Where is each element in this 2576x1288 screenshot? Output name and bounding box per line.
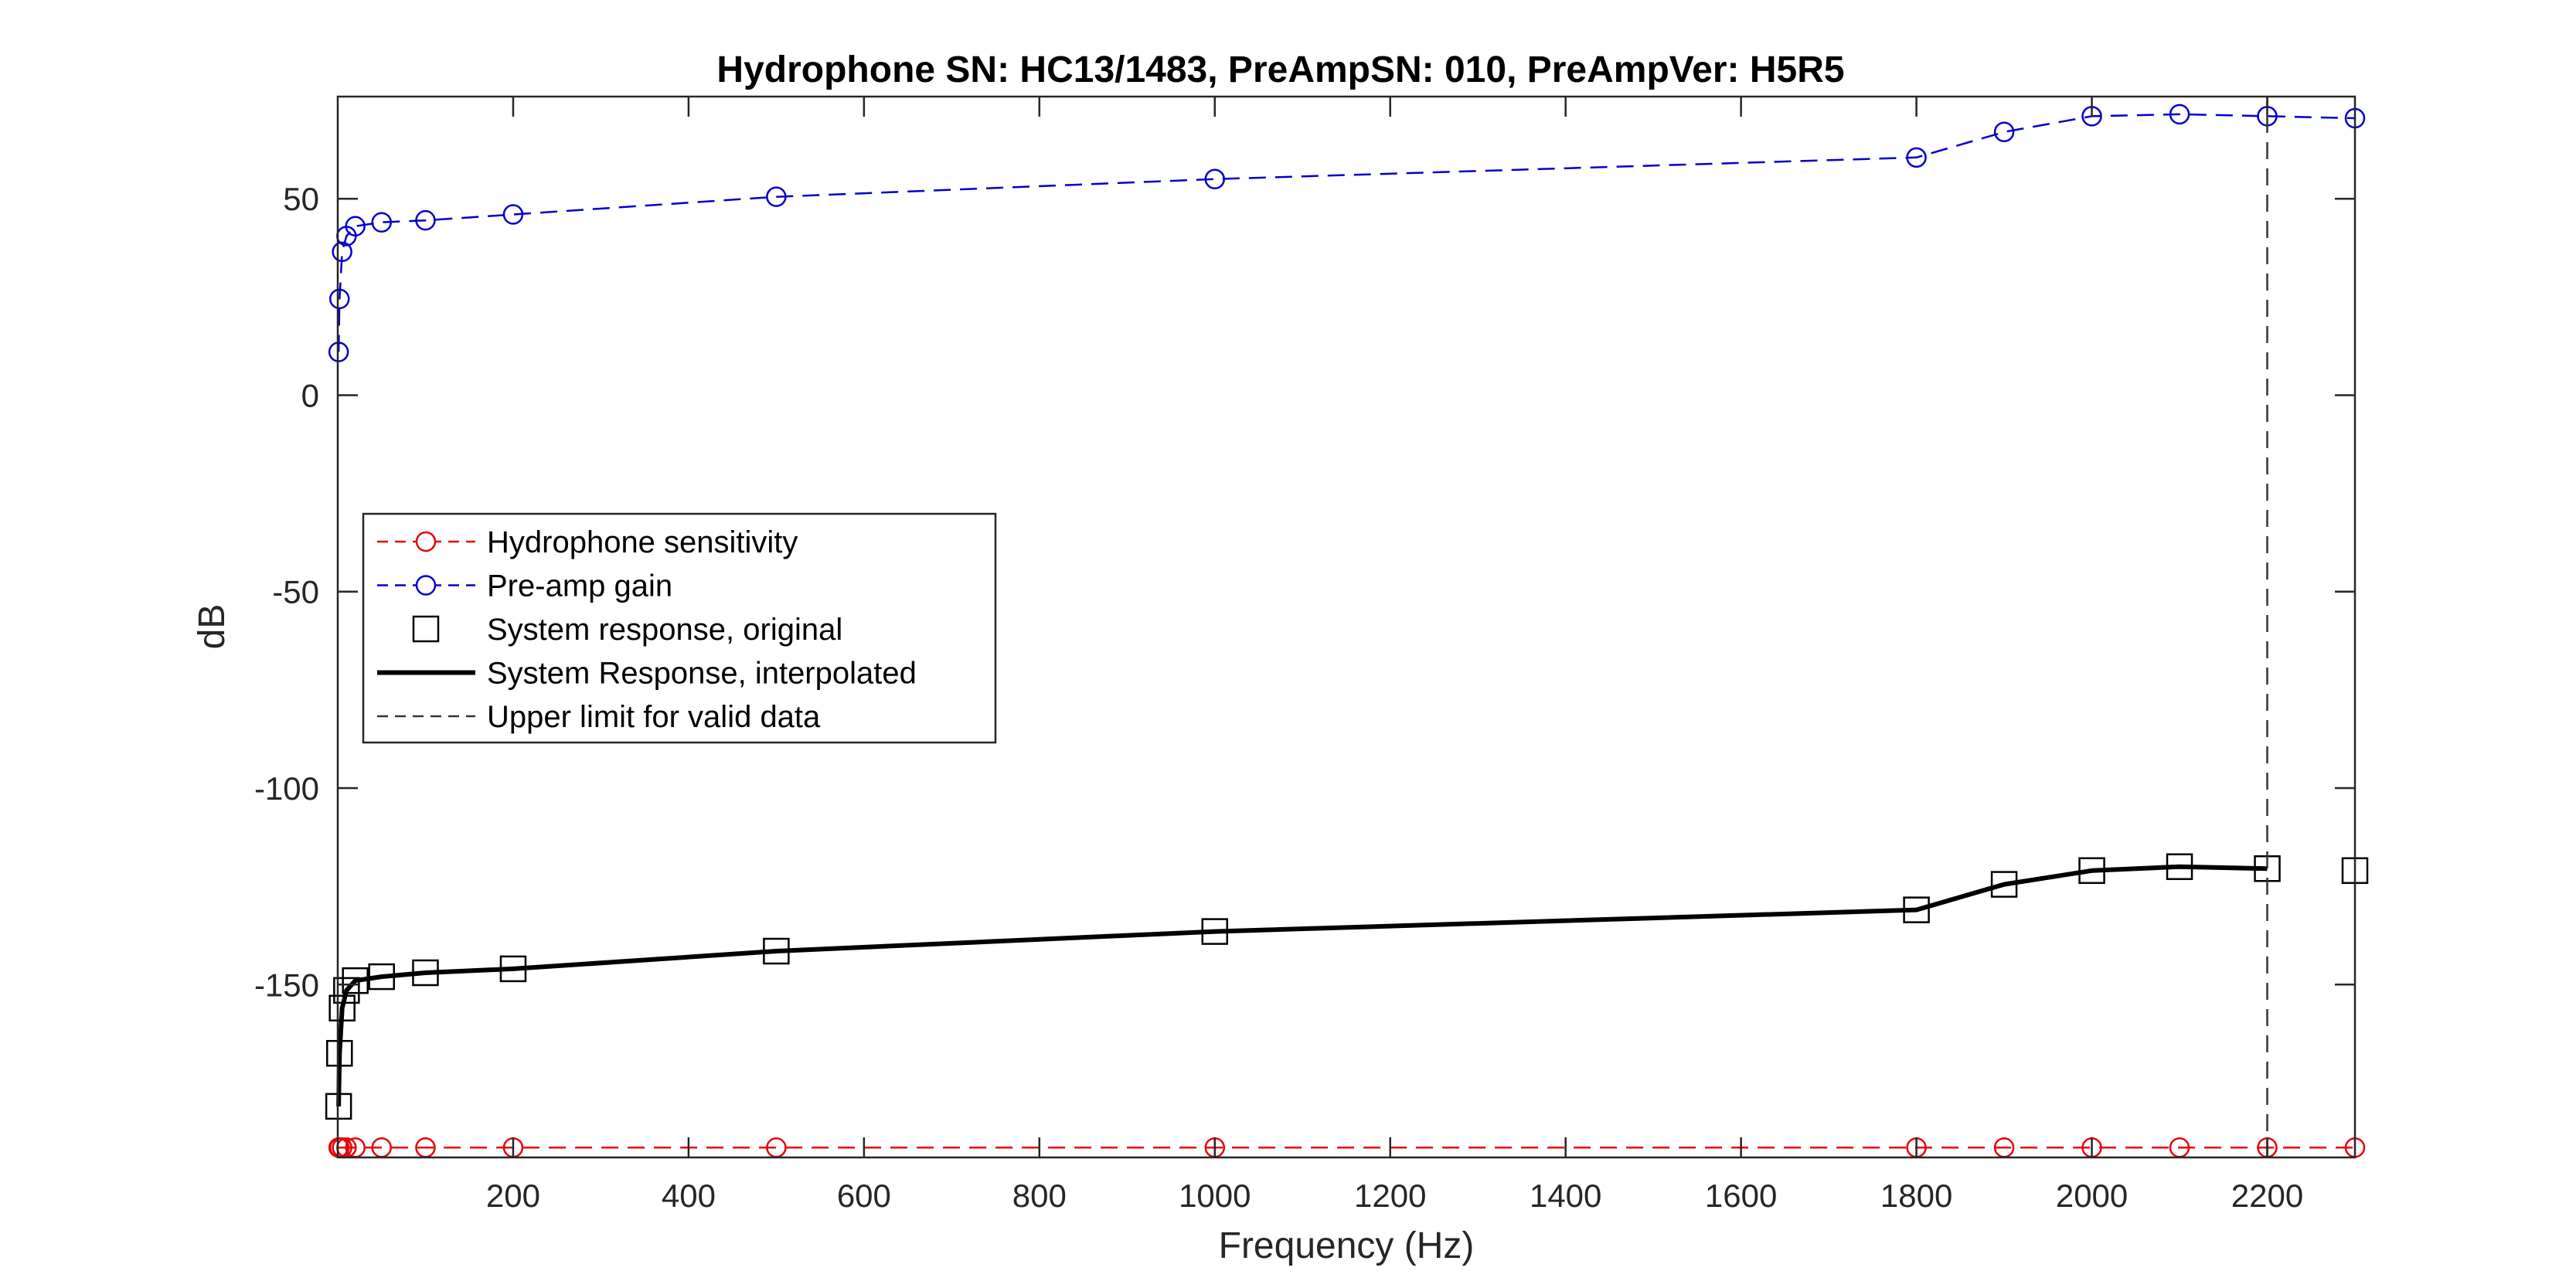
chart-title: Hydrophone SN: HC13/1483, PreAmpSN: 010,… [716,49,1844,90]
y-tick-label-4: 50 [283,181,319,217]
y-axis-label: dB [192,604,233,650]
pre-amp-gain-point-9 [1204,168,1226,190]
x-tick-label-3: 800 [1012,1178,1067,1214]
pre-amp-gain-point-11 [1993,121,2015,143]
y-tick-label-3: 0 [301,377,319,413]
ticks-layer: 200 400 600 800 1000 1200 1400 1600 1800 2000 2200… [254,97,2355,1214]
legend-label-system-response-original: System response, original [487,613,842,647]
legend-item-pre-amp-gain: Pre-amp gain [377,569,672,603]
pre-amp-gain-line [337,113,2356,352]
legend-label-upper-limit-for-valid-data: Upper limit for valid data [487,700,821,734]
x-tick-label-10: 2200 [2231,1178,2303,1214]
x-tick-label-4: 1000 [1179,1178,1251,1214]
x-tick-label-6: 1400 [1530,1178,1601,1214]
legend-label-pre-amp-gain: Pre-amp gain [487,569,672,603]
legend-box [362,512,997,744]
legend-marker-hydrophone-sensitivity [415,531,437,552]
legend-item-system-response-original: System response, original [412,613,842,647]
y-tick-label-2: -50 [272,574,319,610]
x-tick-label-7: 1600 [1705,1178,1777,1214]
pre-amp-gain-point-1 [329,288,350,310]
pre-amp-gain-point-10 [1906,147,1927,168]
x-tick-label-2: 600 [837,1178,891,1214]
x-tick-label-5: 1200 [1354,1178,1426,1214]
pre-amp-gain-point-4 [345,216,366,237]
pre-amp-gain-point-7 [502,204,524,225]
x-tick-label-8: 1800 [1880,1178,1952,1214]
legend-marker-pre-amp-gain [415,575,437,596]
system-response-original-point-3 [333,977,360,1004]
pre-amp-gain-point-2 [332,241,352,263]
x-tick-label-0: 200 [486,1178,540,1214]
pre-amp-gain-point-5 [371,212,392,233]
plot-frame [336,95,2357,1159]
x-tick-label-9: 2000 [2056,1178,2128,1214]
legend-item-hydrophone-sensitivity: Hydrophone sensitivity [377,525,798,559]
legend-marker-system-response-original [412,615,440,643]
pre-amp-gain-point-8 [766,186,787,207]
legend-item-system-response-interpolated: System Response, interpolated [377,657,917,691]
legend-label-hydrophone-sensitivity: Hydrophone sensitivity [487,525,798,559]
pre-amp-gain-point-13 [2169,104,2190,125]
y-tick-label-1: -100 [254,770,319,807]
x-tick-label-1: 400 [662,1178,716,1214]
x-axis-label: Frequency (Hz) [1219,1225,1475,1266]
system-response-interpolated-line [336,864,2268,1106]
legend-item-upper-limit-for-valid-data: Upper limit for valid data [377,700,821,734]
legend: Hydrophone sensitivity Pre-amp gain System… [362,512,997,744]
pre-amp-gain-point-6 [415,209,436,231]
series-layer [325,97,2369,1158]
y-tick-label-0: -150 [254,967,319,1003]
legend-label-system-response-interpolated: System Response, interpolated [487,657,917,691]
